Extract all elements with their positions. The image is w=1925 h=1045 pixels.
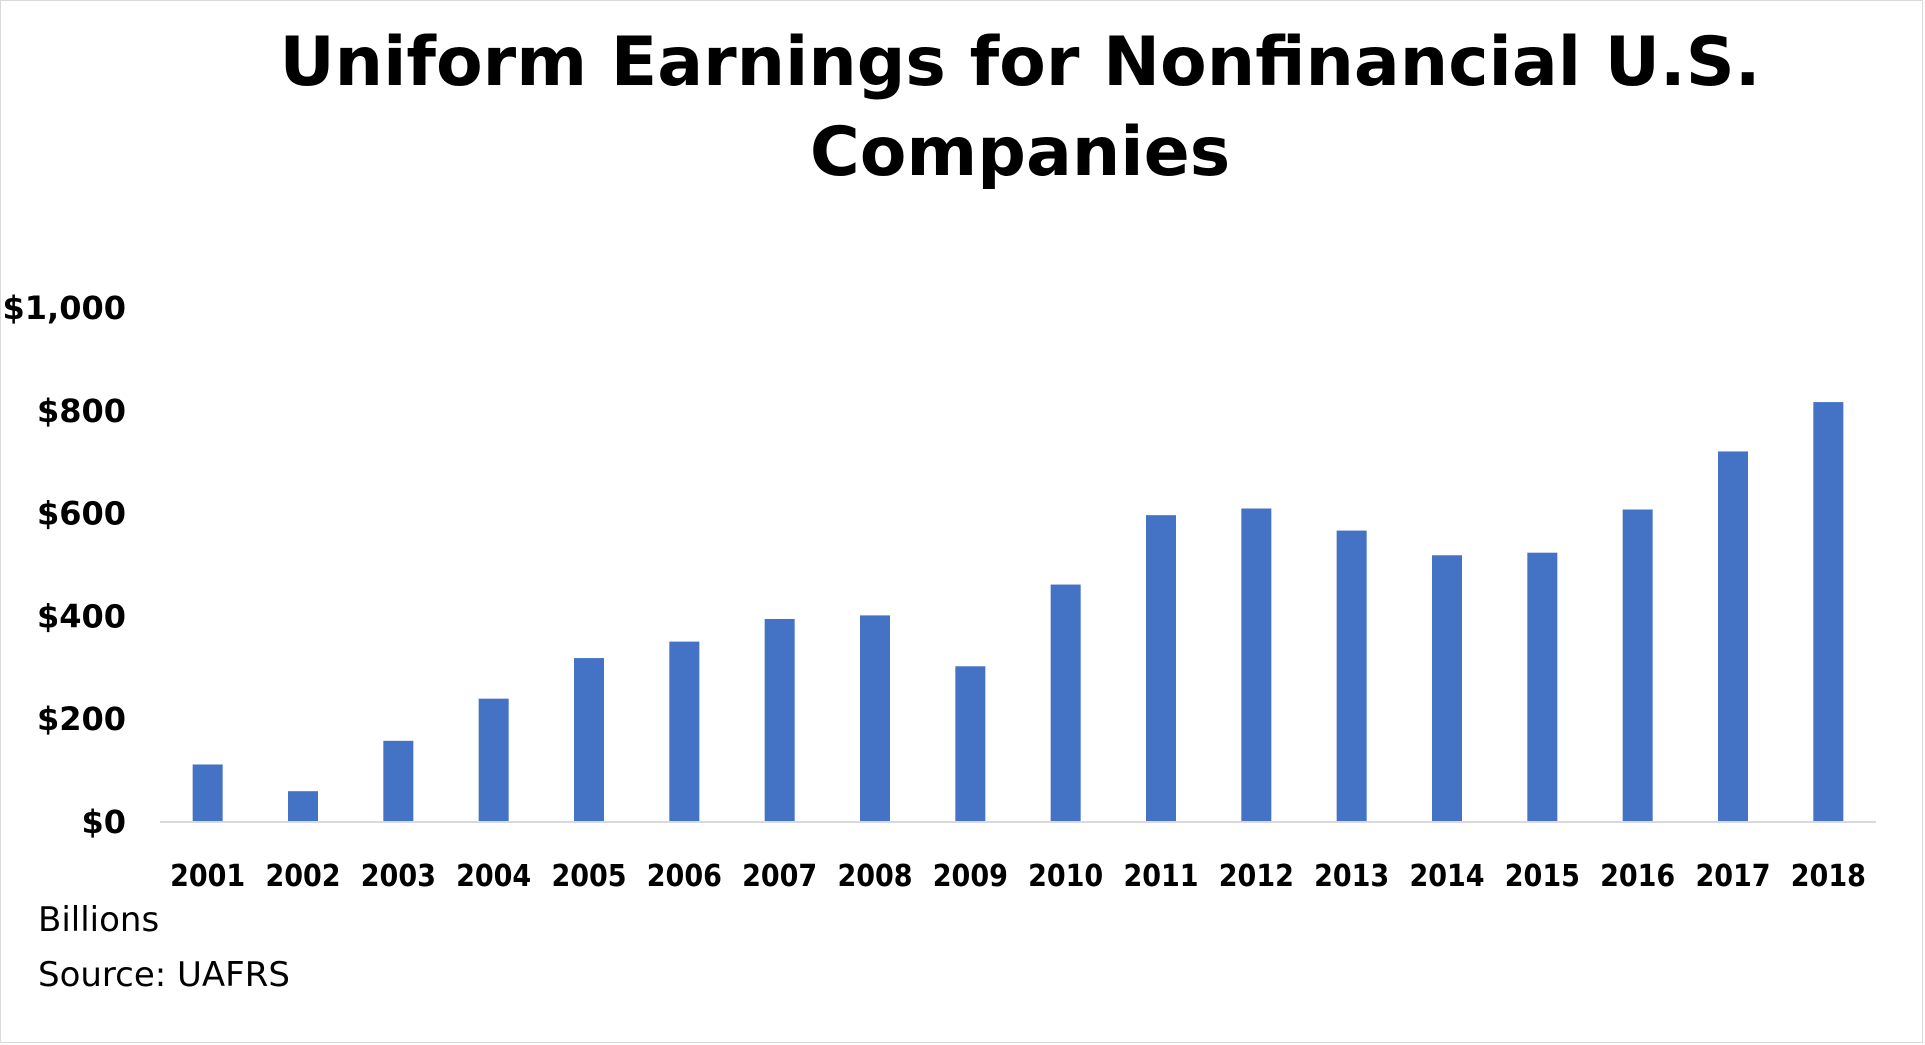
y-tick-label: $800 <box>37 392 126 430</box>
y-tick-label: $1,000 <box>3 289 126 327</box>
source-note: Source: UAFRS <box>38 955 290 995</box>
bar-2010 <box>1050 584 1081 821</box>
bar-2012 <box>1241 508 1272 821</box>
x-tick-label: 2009 <box>933 859 1008 894</box>
bar-2003 <box>383 740 414 821</box>
bar-2002 <box>288 791 318 821</box>
bar-2017 <box>1718 451 1748 821</box>
y-tick-label: $400 <box>37 597 126 635</box>
bars <box>192 402 1844 821</box>
bar-2014 <box>1432 555 1462 821</box>
bar-2011 <box>1146 515 1176 821</box>
x-tick-label: 2007 <box>742 859 817 894</box>
x-tick-label: 2006 <box>647 859 722 894</box>
bar-2016 <box>1622 509 1653 821</box>
x-tick-label: 2017 <box>1695 859 1770 894</box>
x-tick-label: 2016 <box>1600 859 1675 894</box>
x-tick-label: 2002 <box>265 859 340 894</box>
x-tick-label: 2013 <box>1314 859 1389 894</box>
x-axis-labels: 2001 2002 2003 2004 2005 2006 2007 2008 2009 2010… <box>170 859 1866 894</box>
x-tick-label: 2012 <box>1219 859 1294 894</box>
bar-2015 <box>1527 552 1558 821</box>
bar-2001 <box>192 764 223 821</box>
bar-2006 <box>669 641 700 821</box>
x-tick-label: 2001 <box>170 859 245 894</box>
bar-2004 <box>478 698 509 821</box>
x-tick-label: 2004 <box>456 859 531 894</box>
bar-2008 <box>860 615 890 821</box>
chart-title: Uniform Earnings for Nonfinancial U.S. C… <box>279 23 1761 192</box>
y-tick-label: $0 <box>81 803 126 841</box>
x-tick-label: 2005 <box>551 859 626 894</box>
y-tick-label: $600 <box>37 495 126 533</box>
x-tick-label: 2015 <box>1505 859 1580 894</box>
x-tick-label: 2010 <box>1028 859 1103 894</box>
units-note: Billions <box>38 900 160 940</box>
bar-2013 <box>1336 530 1367 821</box>
x-tick-label: 2014 <box>1409 859 1484 894</box>
bar-2018 <box>1813 402 1844 821</box>
y-axis-labels: $0 $200 $400 $600 $800 $1,000 <box>3 289 126 841</box>
bar-2009 <box>955 666 986 821</box>
x-tick-label: 2018 <box>1791 859 1866 894</box>
x-tick-label: 2008 <box>837 859 912 894</box>
bar-2007 <box>764 618 795 821</box>
x-tick-label: 2003 <box>361 859 436 894</box>
y-tick-label: $200 <box>37 700 126 738</box>
x-tick-label: 2011 <box>1123 859 1198 894</box>
bar-2005 <box>574 658 604 821</box>
